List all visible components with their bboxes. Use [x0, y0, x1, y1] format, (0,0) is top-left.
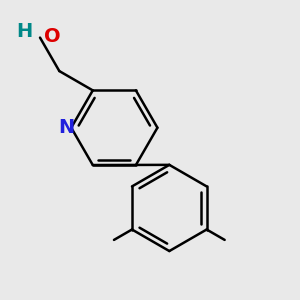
- Text: H: H: [16, 22, 33, 41]
- Text: O: O: [44, 27, 60, 46]
- Text: N: N: [58, 118, 74, 137]
